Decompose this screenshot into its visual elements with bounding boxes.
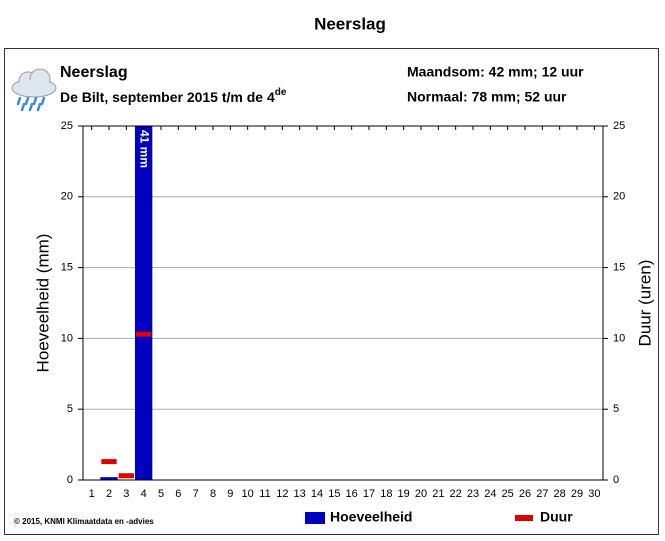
x-tick-label: 11 bbox=[259, 488, 270, 500]
x-tick-label: 27 bbox=[536, 488, 548, 500]
x-tick-label: 29 bbox=[571, 488, 583, 500]
plot-frame bbox=[82, 125, 604, 481]
bar bbox=[100, 477, 118, 480]
y-tick-label: 15 bbox=[61, 262, 73, 274]
x-tick-label: 25 bbox=[502, 488, 514, 500]
x-tick-label: 18 bbox=[380, 488, 392, 500]
x-tick-label: 26 bbox=[519, 488, 531, 500]
x-tick-label: 3 bbox=[123, 488, 129, 500]
legend-label: Hoeveelheid bbox=[330, 509, 412, 525]
y-tick-label: 5 bbox=[67, 403, 73, 415]
y2-tick-label: 20 bbox=[613, 191, 625, 203]
x-tick-label: 13 bbox=[294, 488, 306, 500]
page-title: Neerslag bbox=[314, 14, 386, 33]
y-axis-label: Hoeveelheid (mm) bbox=[33, 234, 52, 373]
normal: Normaal: 78 mm; 52 uur bbox=[407, 89, 567, 105]
footer: © 2015, KNMI Klimaatdata en -advies bbox=[14, 517, 154, 526]
y-tick-label: 25 bbox=[61, 120, 73, 132]
legend-swatch bbox=[515, 515, 533, 521]
cloud-icon bbox=[11, 68, 57, 112]
duration-marker bbox=[101, 459, 117, 465]
x-tick-label: 1 bbox=[89, 488, 95, 500]
x-tick-label: 20 bbox=[415, 488, 427, 500]
subtitle-sup: de bbox=[275, 87, 287, 98]
subtitle-text: De Bilt, september 2015 t/m de 4 bbox=[60, 89, 275, 105]
value-label: 41 mm bbox=[137, 130, 151, 168]
x-tick-label: 17 bbox=[363, 488, 375, 500]
y2-tick-label: 0 bbox=[613, 474, 619, 486]
x-tick-label: 8 bbox=[210, 488, 216, 500]
x-tick-label: 9 bbox=[227, 488, 233, 500]
x-tick-label: 28 bbox=[554, 488, 566, 500]
chart-title: Neerslag bbox=[60, 64, 128, 81]
y2-tick-label: 25 bbox=[613, 120, 625, 132]
x-tick-label: 7 bbox=[193, 488, 199, 500]
legend-label: Duur bbox=[540, 509, 573, 525]
duration-marker bbox=[136, 331, 152, 337]
x-tick-label: 23 bbox=[467, 488, 479, 500]
y2-tick-label: 10 bbox=[613, 332, 625, 344]
x-tick-label: 24 bbox=[484, 488, 496, 500]
y2-tick-label: 5 bbox=[613, 403, 619, 415]
x-tick-label: 16 bbox=[346, 488, 358, 500]
x-tick-label: 2 bbox=[106, 488, 112, 500]
y-tick-label: 20 bbox=[61, 191, 73, 203]
duration-marker bbox=[118, 473, 134, 479]
legend-swatch bbox=[305, 512, 325, 524]
x-tick-label: 22 bbox=[450, 488, 462, 500]
x-tick-label: 10 bbox=[242, 488, 254, 500]
y-tick-label: 10 bbox=[61, 332, 73, 344]
x-tick-label: 6 bbox=[175, 488, 181, 500]
plot-area bbox=[100, 126, 153, 480]
x-tick-label: 14 bbox=[311, 488, 323, 500]
x-tick-label: 4 bbox=[141, 488, 147, 500]
x-tick-label: 30 bbox=[588, 488, 600, 500]
y2-tick-label: 15 bbox=[613, 262, 625, 274]
x-tick-label: 15 bbox=[328, 488, 340, 500]
x-tick-label: 12 bbox=[276, 488, 288, 500]
x-tick-label: 19 bbox=[398, 488, 410, 500]
y2-axis-label: Duur (uren) bbox=[635, 260, 654, 347]
y-tick-label: 0 bbox=[67, 474, 73, 486]
bar bbox=[135, 126, 153, 480]
x-tick-label: 5 bbox=[158, 488, 164, 500]
x-tick-label: 21 bbox=[432, 488, 444, 500]
chart-subtitle: De Bilt, september 2015 t/m de 4de bbox=[60, 87, 287, 105]
summary: Maandsom: 42 mm; 12 uur bbox=[407, 64, 584, 80]
chart-frame bbox=[4, 48, 659, 535]
